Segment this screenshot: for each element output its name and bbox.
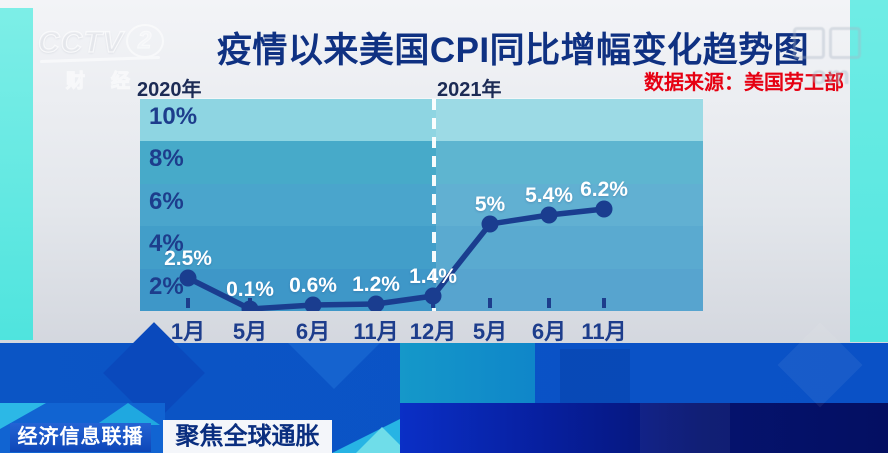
mosaic-square xyxy=(560,349,630,403)
x-axis-label: 1月 xyxy=(170,319,206,344)
program-badge: 经济信息联播 xyxy=(10,423,151,452)
data-point-label: 1.2% xyxy=(352,273,400,296)
x-axis-tick xyxy=(547,298,551,308)
data-point xyxy=(540,206,558,224)
x-axis-label: 6月 xyxy=(531,319,567,344)
data-point-label: 5% xyxy=(474,193,506,216)
y-axis-label: 10% xyxy=(149,103,198,130)
right-cyan-strip xyxy=(850,0,888,342)
x-axis-label: 11月 xyxy=(353,319,399,344)
gridline-bands xyxy=(140,99,703,311)
left-cyan-strip xyxy=(0,8,33,340)
x-axis-label: 5月 xyxy=(472,319,508,344)
y-axis-label: 4% xyxy=(149,230,184,258)
grid-band xyxy=(140,141,703,184)
data-point-label: 2.5% xyxy=(164,247,212,270)
data-point xyxy=(424,287,442,305)
y-axis-label: 2% xyxy=(149,272,184,300)
x-axis-tick xyxy=(186,298,190,308)
grid-band xyxy=(140,226,703,269)
channel-2-badge: 2 xyxy=(125,24,164,58)
cctv-logo-text: CCTV xyxy=(37,25,124,59)
mosaic-dark-right xyxy=(400,403,888,453)
data-point-label: 5.4% xyxy=(525,184,573,207)
data-source-label: 数据来源：美国劳工部 xyxy=(644,72,844,94)
cpi-trend-line xyxy=(179,200,613,311)
data-point xyxy=(304,296,322,311)
y-axis-label: 6% xyxy=(149,187,184,215)
year-label-2021: 2021年 xyxy=(437,79,502,101)
x-axis: 1月 5月 6月 11月 12月 5月 6月 11月 xyxy=(0,310,888,344)
mosaic-square xyxy=(640,403,730,453)
x-axis-tick xyxy=(488,298,492,308)
mosaic-teal-block xyxy=(400,343,535,403)
x-axis-tick xyxy=(602,298,606,308)
y-axis-label: 8% xyxy=(149,145,184,173)
lower-third-band: 经济信息联播 聚焦全球通胀 xyxy=(0,322,888,453)
page-title: 疫情以来美国CPI同比增幅变化趋势图 xyxy=(216,31,810,70)
data-point-label: 1.4% xyxy=(409,265,457,288)
x-axis-label: 5月 xyxy=(232,319,268,344)
x-axis-label: 11月 xyxy=(581,319,627,344)
data-point-label: 0.1% xyxy=(226,278,274,301)
x-axis-label: 6月 xyxy=(295,319,331,344)
cctv-finance-label: 财经 xyxy=(65,71,157,93)
grid-band xyxy=(140,99,703,142)
data-point-label: 6.2% xyxy=(580,178,628,201)
year-divider-dashed-line xyxy=(432,99,436,311)
data-point xyxy=(481,215,499,233)
data-point xyxy=(179,269,197,287)
plot-area: 10% 8% 6% 4% 2% 2.5% 0.1% 0.6% 1.2% 1.4% 5% 5.4% 6.2… xyxy=(140,98,703,311)
mosaic-chevron xyxy=(288,343,380,389)
data-point xyxy=(595,200,613,218)
year-2021-region-highlight xyxy=(436,99,703,311)
cctv-logo: CCTV 2 财经 xyxy=(37,24,168,93)
year-label-2020: 2020年 xyxy=(137,79,202,101)
data-point xyxy=(367,295,385,311)
x-axis-label: 12月 xyxy=(409,319,457,344)
topic-badge: 聚焦全球通胀 xyxy=(163,420,332,453)
data-point-label: 0.6% xyxy=(289,274,337,297)
data-point xyxy=(241,300,259,311)
